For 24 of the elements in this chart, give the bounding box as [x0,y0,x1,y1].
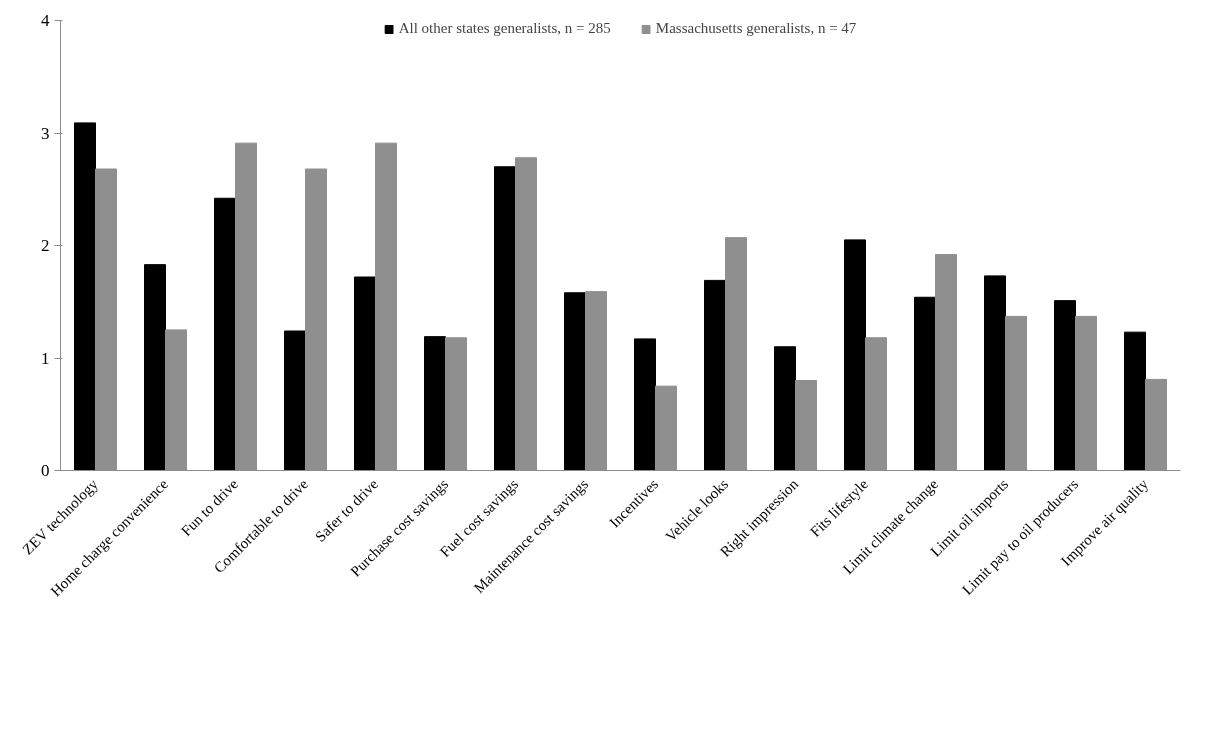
bar [144,264,166,471]
y-tick-label: 3 [41,123,50,143]
bar [284,330,306,471]
bar [1124,331,1146,471]
x-tick-label: Fun to drive [177,475,242,539]
bar [424,336,446,471]
y-tick-label: 4 [41,11,50,30]
legend-label: Massachusetts generalists, n = 47 [655,20,857,37]
bar [844,239,866,471]
y-tick-label: 2 [41,236,50,255]
bar [634,338,656,471]
bar [1054,300,1076,471]
bar [564,292,586,471]
bar [984,275,1006,471]
bar [774,346,796,471]
bar [354,276,376,471]
bar [74,122,96,471]
bar [914,296,936,471]
bar [494,166,516,471]
bar [704,279,726,471]
legend-label: All other states generalists, n = 285 [398,20,611,37]
y-tick-label: 1 [41,348,50,368]
bar [214,197,236,471]
y-tick-label: 0 [41,461,50,480]
